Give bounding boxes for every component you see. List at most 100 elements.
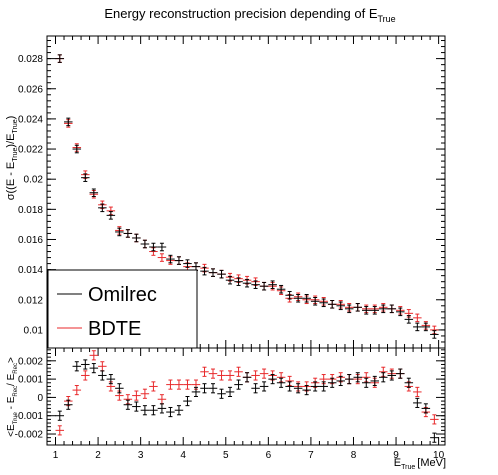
- ratio-point-omilrec: [81, 359, 90, 370]
- ratio-point-bdte: [72, 385, 82, 396]
- ratio-point-omilrec: [183, 396, 192, 407]
- xlabel-base: E: [394, 457, 401, 469]
- ratio-ylabel-mid: - E: [6, 396, 17, 412]
- main-point-omilrec: [217, 269, 226, 279]
- x-tick-label: 2: [95, 450, 101, 461]
- ratio-point-omilrec: [327, 377, 337, 388]
- main-point-omilrec: [276, 284, 286, 294]
- ratio-point-omilrec: [336, 375, 345, 387]
- main-ytick-label: 0.026: [18, 84, 43, 95]
- main-point-omilrec: [379, 304, 388, 314]
- x-axis-label: ETrue [MeV]: [394, 457, 446, 471]
- x-tick-label: 3: [138, 450, 144, 461]
- ratio-point-omilrec: [259, 381, 269, 392]
- ratio-point-omilrec: [268, 374, 277, 385]
- ratio-point-bdte: [234, 366, 243, 377]
- ratio-ylabel-sub3: Rec: [13, 363, 19, 374]
- main-point-omilrec: [413, 322, 422, 332]
- ratio-point-omilrec: [98, 370, 107, 381]
- x-tick-label: 9: [393, 450, 399, 461]
- ratio-point-bdte: [140, 388, 150, 399]
- main-point-bdte: [149, 247, 158, 256]
- main-point-omilrec: [293, 293, 303, 303]
- xlabel-sub: True: [401, 464, 415, 471]
- main-point-omilrec: [251, 280, 260, 289]
- ratio-point-omilrec: [251, 383, 260, 394]
- ratio-point-omilrec: [208, 383, 218, 394]
- ratio-point-bdte: [81, 370, 90, 381]
- ratio-point-omilrec: [115, 383, 124, 394]
- main-point-omilrec: [361, 306, 371, 315]
- main-point-omilrec: [64, 117, 73, 127]
- main-point-omilrec: [140, 239, 150, 249]
- x-tick-label: 10: [433, 450, 445, 461]
- main-point-omilrec: [285, 290, 294, 300]
- ratio-ylabel-end: / E: [6, 373, 17, 386]
- main-point-omilrec: [166, 254, 175, 264]
- main-ytick-label: 0.014: [18, 265, 43, 276]
- main-plot-markers: [55, 54, 439, 339]
- ratio-point-omilrec: [413, 397, 422, 408]
- main-ytick-label: 0.012: [18, 295, 43, 306]
- ratio-point-omilrec: [242, 372, 252, 383]
- main-point-omilrec: [242, 278, 252, 288]
- ratio-point-omilrec: [106, 374, 116, 385]
- main-point-omilrec: [55, 54, 65, 63]
- ratio-point-omilrec: [396, 368, 405, 379]
- ratio-point-bdte: [430, 414, 439, 425]
- main-point-omilrec: [174, 256, 184, 265]
- x-tick-label: 5: [223, 450, 229, 461]
- main-point-omilrec: [98, 203, 107, 213]
- main-point-omilrec: [106, 211, 116, 220]
- ratio-point-omilrec: [157, 403, 167, 414]
- main-ytick-label: 0.02: [24, 175, 44, 186]
- main-ytick-label: 0.028: [18, 54, 43, 65]
- main-point-omilrec: [183, 259, 192, 268]
- main-point-omilrec: [208, 268, 218, 277]
- ratio-point-omilrec: [89, 363, 99, 374]
- legend: Omilrec BDTE: [47, 269, 198, 349]
- ratio-point-omilrec: [123, 399, 133, 410]
- main-point-omilrec: [200, 266, 209, 276]
- ratio-point-bdte: [200, 366, 209, 377]
- ratio-point-omilrec: [310, 381, 320, 392]
- main-point-omilrec: [353, 303, 362, 312]
- ratio-plot-markers: [55, 350, 439, 443]
- ratio-point-omilrec: [55, 410, 65, 421]
- main-point-omilrec: [302, 293, 311, 303]
- main-point-omilrec: [319, 298, 328, 308]
- ratio-point-omilrec: [379, 372, 388, 383]
- ratio-ylabel-tail: >: [6, 357, 17, 363]
- ratio-point-omilrec: [353, 372, 362, 383]
- ratio-point-bdte: [89, 350, 99, 361]
- ratio-point-omilrec: [319, 381, 328, 392]
- ratio-ytick-label: -0.002: [15, 430, 44, 441]
- x-tick-label: 6: [266, 450, 272, 461]
- main-y-axis-ticks: 0.01 0.012 0.014 0.016 0.018 0.02 0.022 0.024 0.…: [18, 36, 445, 348]
- ratio-ytick-label: -0.001: [15, 411, 44, 422]
- ratio-point-omilrec: [174, 405, 184, 416]
- chart-title: Energy reconstruction precision dependin…: [104, 6, 395, 24]
- ratio-point-omilrec: [293, 383, 303, 394]
- ratio-point-omilrec: [387, 370, 397, 381]
- main-point-omilrec: [115, 227, 124, 237]
- x-tick-label: 4: [180, 450, 186, 461]
- ratio-point-omilrec: [191, 386, 201, 397]
- ratio-point-bdte: [225, 370, 235, 381]
- ratio-point-omilrec: [234, 379, 243, 390]
- ratio-point-bdte: [98, 361, 107, 372]
- main-point-omilrec: [396, 307, 405, 317]
- main-ylabel-mid: )/E: [5, 134, 17, 148]
- main-point-omilrec: [81, 173, 90, 182]
- ratio-point-omilrec: [276, 377, 286, 388]
- main-point-omilrec: [132, 233, 141, 243]
- main-point-omilrec: [123, 229, 133, 238]
- main-point-omilrec: [430, 330, 439, 339]
- main-point-omilrec: [234, 277, 243, 286]
- main-point-omilrec: [344, 304, 354, 314]
- ratio-point-omilrec: [64, 399, 73, 410]
- main-ytick-label: 0.016: [18, 235, 43, 246]
- main-point-omilrec: [370, 306, 380, 315]
- xlabel-unit: [MeV]: [417, 457, 446, 469]
- main-point-omilrec: [89, 188, 99, 198]
